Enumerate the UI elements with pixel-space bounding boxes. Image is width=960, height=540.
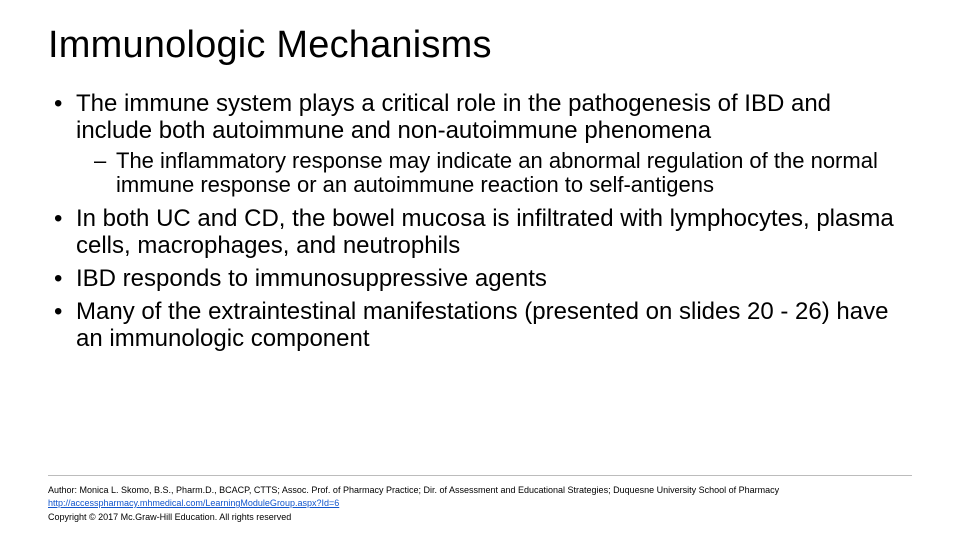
bullet-item: IBD responds to immunosuppressive agents	[48, 266, 912, 293]
bullet-item: The immune system plays a critical role …	[48, 91, 912, 198]
slide-title: Immunologic Mechanisms	[48, 24, 912, 67]
footer-copyright: Copyright © 2017 Mc.Graw-Hill Education.…	[48, 511, 912, 525]
bullet-text: IBD responds to immunosuppressive agents	[76, 265, 547, 292]
footer: Author: Monica L. Skomo, B.S., Pharm.D.,…	[48, 475, 912, 525]
bullet-item: In both UC and CD, the bowel mucosa is i…	[48, 206, 912, 260]
bullet-text: The immune system plays a critical role …	[76, 90, 831, 144]
bullet-text: In both UC and CD, the bowel mucosa is i…	[76, 205, 894, 259]
slide: Immunologic Mechanisms The immune system…	[0, 0, 960, 540]
bullet-text: Many of the extraintestinal manifestatio…	[76, 298, 888, 352]
footer-divider	[48, 475, 912, 476]
footer-link-row: http://accesspharmacy.mhmedical.com/Lear…	[48, 497, 912, 511]
sub-bullet-list: The inflammatory response may indicate a…	[76, 149, 912, 198]
sub-bullet-item: The inflammatory response may indicate a…	[86, 149, 912, 198]
footer-link[interactable]: http://accesspharmacy.mhmedical.com/Lear…	[48, 498, 339, 508]
footer-author: Author: Monica L. Skomo, B.S., Pharm.D.,…	[48, 484, 912, 498]
bullet-item: Many of the extraintestinal manifestatio…	[48, 299, 912, 353]
sub-bullet-text: The inflammatory response may indicate a…	[116, 148, 878, 198]
bullet-list: The immune system plays a critical role …	[48, 91, 912, 352]
